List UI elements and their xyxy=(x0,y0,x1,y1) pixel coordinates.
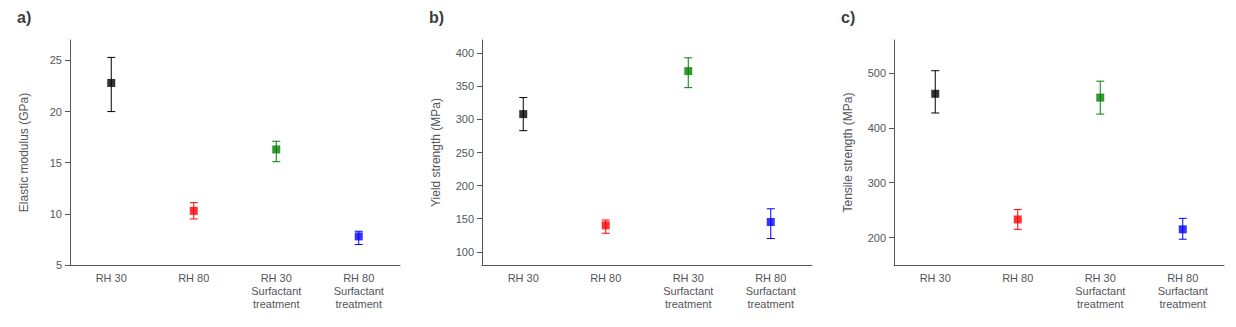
svg-text:RH 30: RH 30 xyxy=(920,272,951,284)
svg-text:Surfactant: Surfactant xyxy=(1158,285,1208,297)
svg-text:RH 80: RH 80 xyxy=(755,272,786,284)
svg-text:400: 400 xyxy=(868,122,886,134)
svg-text:25: 25 xyxy=(50,54,62,66)
svg-text:treatment: treatment xyxy=(665,298,711,310)
svg-text:Surfactant: Surfactant xyxy=(334,285,384,297)
svg-text:RH 80: RH 80 xyxy=(343,272,374,284)
svg-text:treatment: treatment xyxy=(1077,298,1123,310)
svg-text:Surfactant: Surfactant xyxy=(251,285,301,297)
svg-text:RH 30: RH 30 xyxy=(673,272,704,284)
svg-text:a): a) xyxy=(17,9,31,26)
svg-text:250: 250 xyxy=(456,147,474,159)
svg-text:b): b) xyxy=(429,9,444,26)
svg-text:RH 30: RH 30 xyxy=(261,272,292,284)
svg-text:treatment: treatment xyxy=(336,298,382,310)
svg-text:100: 100 xyxy=(456,246,474,258)
svg-text:5: 5 xyxy=(56,259,62,271)
svg-text:treatment: treatment xyxy=(253,298,299,310)
svg-text:400: 400 xyxy=(456,47,474,59)
svg-text:Surfactant: Surfactant xyxy=(1075,285,1125,297)
svg-text:RH 30: RH 30 xyxy=(96,272,127,284)
svg-text:RH 80: RH 80 xyxy=(178,272,209,284)
svg-text:150: 150 xyxy=(456,213,474,225)
svg-text:Yield strength (MPa): Yield strength (MPa) xyxy=(429,98,443,207)
svg-text:treatment: treatment xyxy=(748,298,794,310)
svg-text:treatment: treatment xyxy=(1160,298,1206,310)
svg-text:Tensile strength (MPa): Tensile strength (MPa) xyxy=(841,92,855,212)
svg-text:RH 80: RH 80 xyxy=(1167,272,1198,284)
svg-text:300: 300 xyxy=(868,177,886,189)
svg-text:200: 200 xyxy=(868,232,886,244)
svg-text:Surfactant: Surfactant xyxy=(746,285,796,297)
svg-text:10: 10 xyxy=(50,208,62,220)
svg-text:200: 200 xyxy=(456,180,474,192)
svg-text:Surfactant: Surfactant xyxy=(663,285,713,297)
svg-text:RH 30: RH 30 xyxy=(508,272,539,284)
svg-text:RH 80: RH 80 xyxy=(590,272,621,284)
svg-text:RH 80: RH 80 xyxy=(1002,272,1033,284)
svg-text:c): c) xyxy=(841,9,855,26)
svg-text:20: 20 xyxy=(50,106,62,118)
svg-text:300: 300 xyxy=(456,113,474,125)
svg-text:Elastic modulus (GPa): Elastic modulus (GPa) xyxy=(17,93,31,212)
svg-text:350: 350 xyxy=(456,80,474,92)
svg-text:500: 500 xyxy=(868,67,886,79)
svg-text:RH 30: RH 30 xyxy=(1085,272,1116,284)
svg-text:15: 15 xyxy=(50,157,62,169)
